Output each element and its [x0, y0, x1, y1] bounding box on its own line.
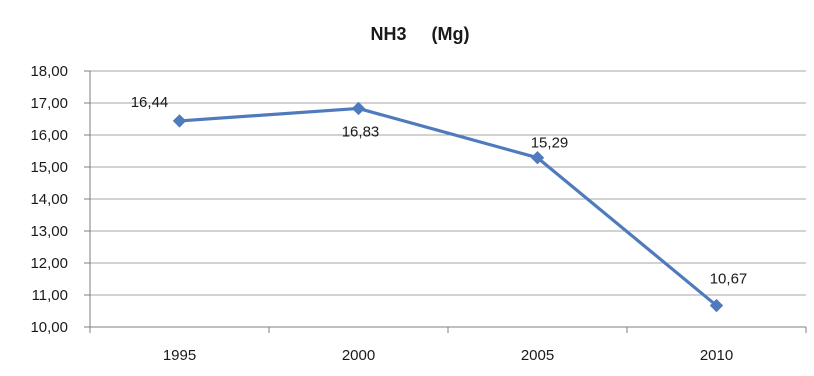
axes	[84, 70, 807, 333]
gridlines	[90, 70, 806, 296]
data-point-marker	[351, 101, 366, 116]
data-label: 16,83	[342, 123, 380, 140]
data-point-marker	[709, 298, 724, 313]
y-tick-label: 14,00	[30, 191, 68, 208]
x-tick-label: 2005	[521, 347, 554, 364]
data-labels: 16,44 16,83 15,29 10,67	[131, 94, 748, 288]
y-tick-label: 17,00	[30, 95, 68, 112]
data-label: 16,44	[131, 94, 169, 111]
y-axis-tick-labels: 10,00 11,00 12,00 13,00 14,00 15,00 16,00 17,00…	[30, 63, 68, 336]
chart-title: NH3 (Mg)	[371, 24, 470, 44]
data-point-marker	[172, 114, 187, 128]
x-tick-label: 2010	[700, 347, 733, 364]
x-tick-label: 2000	[342, 347, 375, 364]
y-tick-label: 16,00	[30, 127, 68, 144]
y-tick-label: 10,00	[30, 319, 68, 336]
y-tick-label: 11,00	[32, 287, 68, 304]
data-label: 15,29	[531, 135, 569, 152]
y-tick-label: 15,00	[30, 159, 68, 176]
data-point-marker	[530, 151, 545, 165]
x-tick-label: 1995	[163, 347, 196, 364]
series-line	[179, 106, 718, 307]
y-tick-label: 18,00	[30, 63, 68, 80]
y-tick-label: 12,00	[30, 255, 68, 272]
x-axis-tick-labels: 1995 2000 2005 2010	[163, 347, 733, 364]
series-nh3	[172, 101, 724, 313]
data-label: 10,67	[710, 271, 748, 288]
y-tick-label: 13,00	[30, 223, 68, 240]
